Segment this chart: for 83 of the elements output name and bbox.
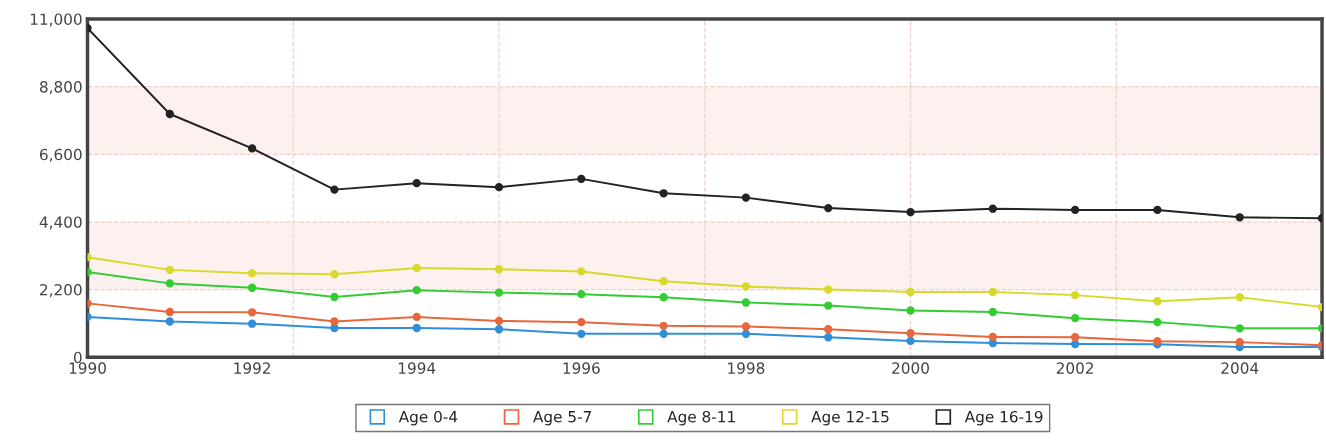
point [824,285,833,294]
point [165,265,174,275]
point [577,267,586,276]
point [988,204,997,213]
point [659,329,668,339]
point [577,329,586,339]
point [330,292,339,302]
y-tick-label: 4,400 [39,216,82,230]
point [165,279,174,288]
point [1070,313,1080,323]
point [1153,297,1162,306]
x-tick-label: 1990 [69,362,106,374]
point [988,287,997,297]
point [824,333,833,342]
point [659,321,668,331]
point [1070,205,1080,215]
point [1153,317,1162,327]
point [741,193,751,202]
point [494,265,504,274]
x-tick-label: 2000 [892,362,929,374]
point [330,270,339,279]
x-tick-label: 1998 [728,362,765,374]
point [412,179,421,188]
point [247,283,257,292]
point [577,317,586,327]
point [988,307,997,317]
point [906,306,915,315]
point [412,263,421,273]
point [577,174,586,184]
point [906,287,915,297]
point [1070,333,1080,342]
point [165,307,174,317]
point [330,317,339,326]
y-tick-label: 0 [73,351,82,364]
point [988,332,997,342]
point [906,207,915,217]
point [165,317,174,326]
x-tick-label: 1994 [398,362,436,374]
point [1235,324,1244,333]
point [412,323,421,333]
y-tick-label: 8,800 [39,81,82,95]
point [1235,293,1244,302]
point [1070,290,1080,300]
point [659,293,668,302]
point [906,336,915,346]
point [741,282,751,291]
point [1235,213,1244,222]
point [741,322,751,331]
y-tick-label: 2,200 [40,284,82,298]
point [247,319,257,328]
point [330,185,339,194]
point [494,325,504,334]
point [494,288,504,297]
point [741,298,751,307]
x-tick-label: 2004 [1221,362,1259,374]
x-tick-label: 1992 [234,362,271,374]
point [741,329,751,339]
point [494,183,504,192]
point [824,301,833,310]
point [412,312,421,322]
point [906,329,915,338]
point [824,203,833,213]
y-tick-label: 6,600 [39,148,82,162]
point [247,308,257,317]
point [247,269,257,278]
legend-label: Age 5-7 [533,411,591,426]
y-tick-label: 11,000 [30,13,82,27]
legend-label: Age 0-4 [398,410,458,426]
point [1235,337,1244,347]
legend-label: Age 12-15 [811,410,889,426]
point [824,325,833,334]
point [247,144,257,153]
legend-label: Age 8-11 [667,410,735,426]
x-tick-label: 2002 [1056,362,1094,374]
point [659,277,668,286]
point [659,189,668,198]
legend-label: Age 16-19 [964,410,1043,426]
point [412,286,421,295]
point [1153,205,1162,215]
x-tick-label: 1996 [563,362,600,374]
point [577,290,586,299]
point [494,316,504,326]
point [165,109,174,119]
